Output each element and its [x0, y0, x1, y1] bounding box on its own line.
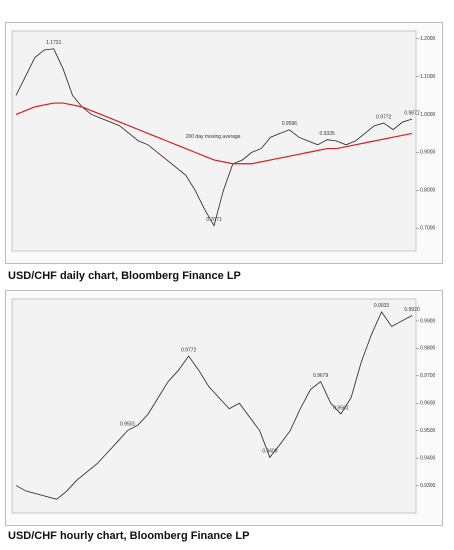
annotation: 0.7071: [206, 217, 222, 223]
price-line: [15, 102, 413, 165]
caption: USD/CHF daily chart, Bloomberg Finance L…: [8, 270, 241, 282]
y-tick-label: 0.9500: [420, 428, 436, 434]
y-tick-label: 0.9400: [420, 455, 436, 461]
annotation: 0.9772: [376, 114, 392, 120]
annotation: 0.9403: [262, 449, 278, 455]
annotation: 0.9933: [374, 303, 390, 309]
daily-chart: 0.7000 0.8000 0.9000 1.0000 1.1000 1.2000 200 …: [11, 30, 436, 252]
hourly-chart-frame: 0.9300 0.9400 0.9500 0.9600 0.9700 0.9800 0.99…: [5, 290, 443, 526]
y-tick-label: 1.0000: [420, 112, 436, 118]
annotation: 0.9501: [120, 422, 136, 428]
y-tick-label: 0.9700: [420, 373, 436, 379]
y-tick-label: 1.2000: [420, 36, 436, 42]
annotation: 0.9561: [333, 405, 349, 411]
annotation: 0.9596: [282, 121, 298, 127]
y-tick-label: 0.9600: [420, 401, 436, 407]
y-tick-label: 1.1000: [420, 74, 436, 80]
y-tick-label: 0.9800: [420, 346, 436, 352]
y-tick-label: 0.9000: [420, 150, 436, 156]
annotation: 0.9877: [404, 110, 420, 116]
hourly-chart: 0.9300 0.9400 0.9500 0.9600 0.9700 0.9800 0.99…: [11, 298, 436, 514]
annotation: 0.9772: [181, 347, 197, 353]
plot-area: [11, 298, 417, 514]
annotation: 0.9679: [313, 373, 329, 379]
y-tick-label: 0.7000: [420, 226, 436, 232]
y-tick-label: 0.9900: [420, 318, 436, 324]
annotation: 0.9920: [404, 307, 420, 313]
y-tick-label: 0.8000: [420, 188, 436, 194]
plot-area: [11, 30, 417, 252]
annotation: 1.1731: [46, 40, 62, 46]
y-tick-label: 0.9300: [420, 483, 436, 489]
series-label: 200 day moving average: [186, 134, 241, 140]
price-line: [15, 311, 413, 500]
annotation: 0.9335: [319, 131, 335, 137]
caption: USD/CHF hourly chart, Bloomberg Finance …: [8, 530, 250, 542]
daily-chart-frame: 0.7000 0.8000 0.9000 1.0000 1.1000 1.2000 200 …: [5, 22, 443, 264]
